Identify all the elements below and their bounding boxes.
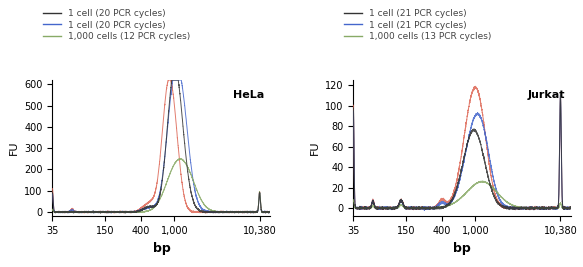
Legend: 1 cell (20 PCR cycles), 1 cell (20 PCR cycles), 1,000 cells (12 PCR cycles): 1 cell (20 PCR cycles), 1 cell (20 PCR c… [40,6,194,44]
X-axis label: bp: bp [153,242,170,254]
Text: HeLa: HeLa [233,90,264,100]
Y-axis label: FU: FU [9,141,19,155]
Legend: 1 cell (21 PCR cycles), 1 cell (21 PCR cycles), 1,000 cells (13 PCR cycles): 1 cell (21 PCR cycles), 1 cell (21 PCR c… [340,6,496,44]
X-axis label: bp: bp [454,242,471,254]
Text: Jurkat: Jurkat [527,90,565,100]
Y-axis label: FU: FU [310,141,319,155]
